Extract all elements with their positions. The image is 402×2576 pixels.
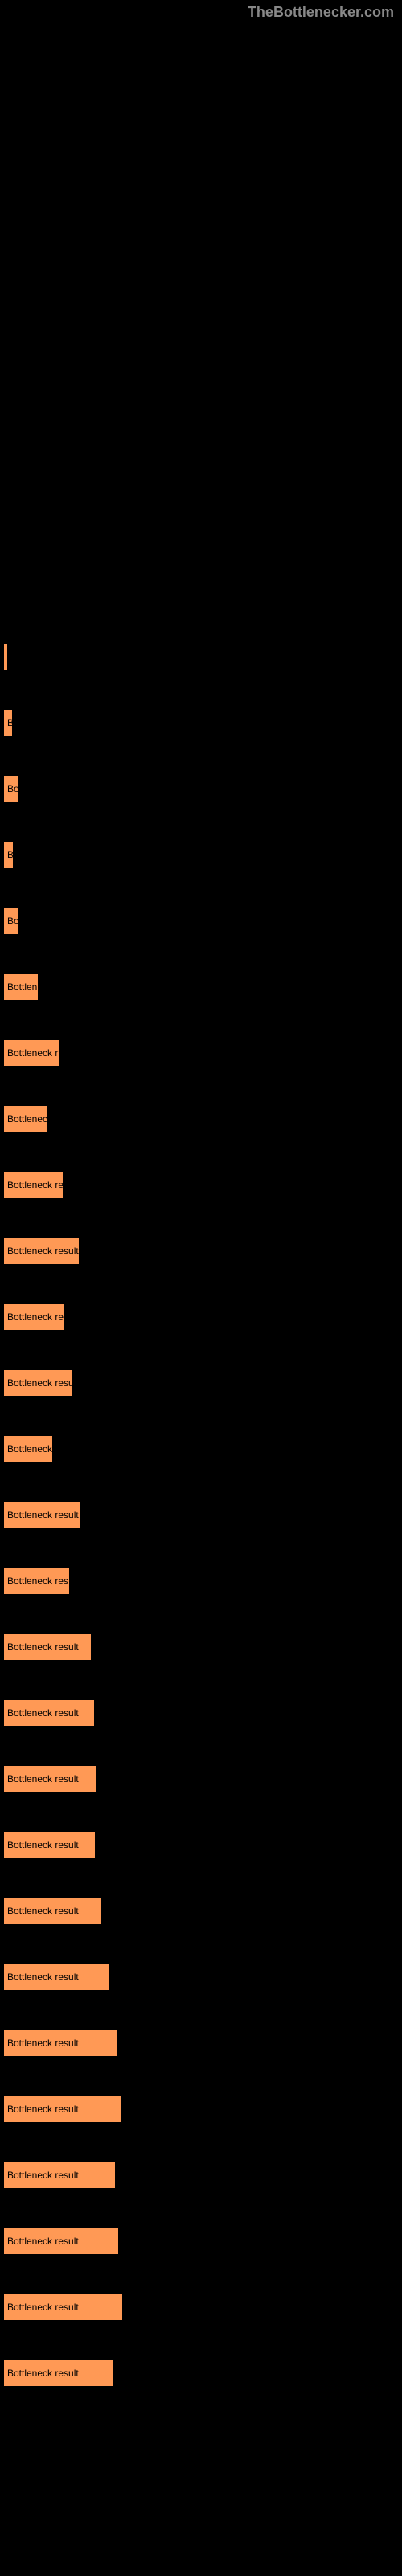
chart-bar: Bottleneck res — [4, 1568, 69, 1594]
bar-row: Bottleneck result — [4, 2096, 402, 2122]
bar-row: Bottleneck result — [4, 2162, 402, 2188]
bar-row: Bottleneck result — [4, 1964, 402, 1990]
bar-row: Bottlenec — [4, 1106, 402, 1132]
chart-bar: Bottleneck result — [4, 1832, 95, 1858]
chart-bar: Bottleneck result — [4, 2096, 121, 2122]
bar-row: Bo — [4, 908, 402, 934]
chart-bar: Bottleneck result — [4, 1238, 79, 1264]
bar-row: B — [4, 710, 402, 736]
bar-row: Bottleneck result — [4, 2360, 402, 2386]
bar-row: Bottleneck re — [4, 1304, 402, 1330]
bar-row: Bottleneck result — [4, 1502, 402, 1528]
watermark-text: TheBottlenecker.com — [248, 4, 394, 21]
bar-row: Bottleneck r — [4, 1040, 402, 1066]
chart-bar: Bottleneck resu — [4, 1370, 72, 1396]
chart-bar: Bo — [4, 776, 18, 802]
chart-bar: Bottleneck result — [4, 1502, 80, 1528]
bar-row: Bottleneck result — [4, 1700, 402, 1726]
chart-bar: Bottleneck result — [4, 1634, 91, 1660]
bar-row: Bottleneck resu — [4, 1370, 402, 1396]
chart-bar: Bo — [4, 908, 18, 934]
chart-bar: Bottleneck result — [4, 2030, 117, 2056]
chart-bar: B — [4, 842, 13, 868]
bar-row: B — [4, 842, 402, 868]
chart-bar: Bottleneck result — [4, 2294, 122, 2320]
chart-bar: B — [4, 710, 12, 736]
chart-bar — [4, 644, 7, 670]
bar-row: Bottleneck result — [4, 1766, 402, 1792]
chart-bar: Bottleneck re — [4, 1304, 64, 1330]
bar-row: Bottleneck result — [4, 1898, 402, 1924]
chart-bar: Bottleneck result — [4, 1898, 100, 1924]
bar-row: Bottleneck result — [4, 2228, 402, 2254]
chart-bar: Bottleneck r — [4, 1040, 59, 1066]
bar-row: Bottleneck result — [4, 2030, 402, 2056]
chart-bar: Bottleneck result — [4, 2360, 113, 2386]
bar-row: Bottlen — [4, 974, 402, 1000]
bar-row — [4, 644, 402, 670]
bar-row: Bottleneck re — [4, 1172, 402, 1198]
chart-bar: Bottleneck result — [4, 1766, 96, 1792]
chart-bar: Bottleneck — [4, 1436, 52, 1462]
bar-row: Bottleneck result — [4, 1238, 402, 1264]
chart-bar: Bottleneck re — [4, 1172, 63, 1198]
chart-bar: Bottleneck result — [4, 2228, 118, 2254]
chart-bar: Bottlen — [4, 974, 38, 1000]
bar-row: Bottleneck result — [4, 1832, 402, 1858]
chart-bar: Bottleneck result — [4, 2162, 115, 2188]
chart-bar: Bottlenec — [4, 1106, 47, 1132]
bar-row: Bottleneck result — [4, 1634, 402, 1660]
bar-row: Bottleneck result — [4, 2294, 402, 2320]
chart-bar: Bottleneck result — [4, 1700, 94, 1726]
bar-row: Bottleneck res — [4, 1568, 402, 1594]
bar-row: Bottleneck — [4, 1436, 402, 1462]
chart-area: B Bo B Bo Bottlen Bottleneck r Bottlenec Bottle… — [0, 0, 402, 2386]
bar-row: Bo — [4, 776, 402, 802]
chart-bar: Bottleneck result — [4, 1964, 109, 1990]
